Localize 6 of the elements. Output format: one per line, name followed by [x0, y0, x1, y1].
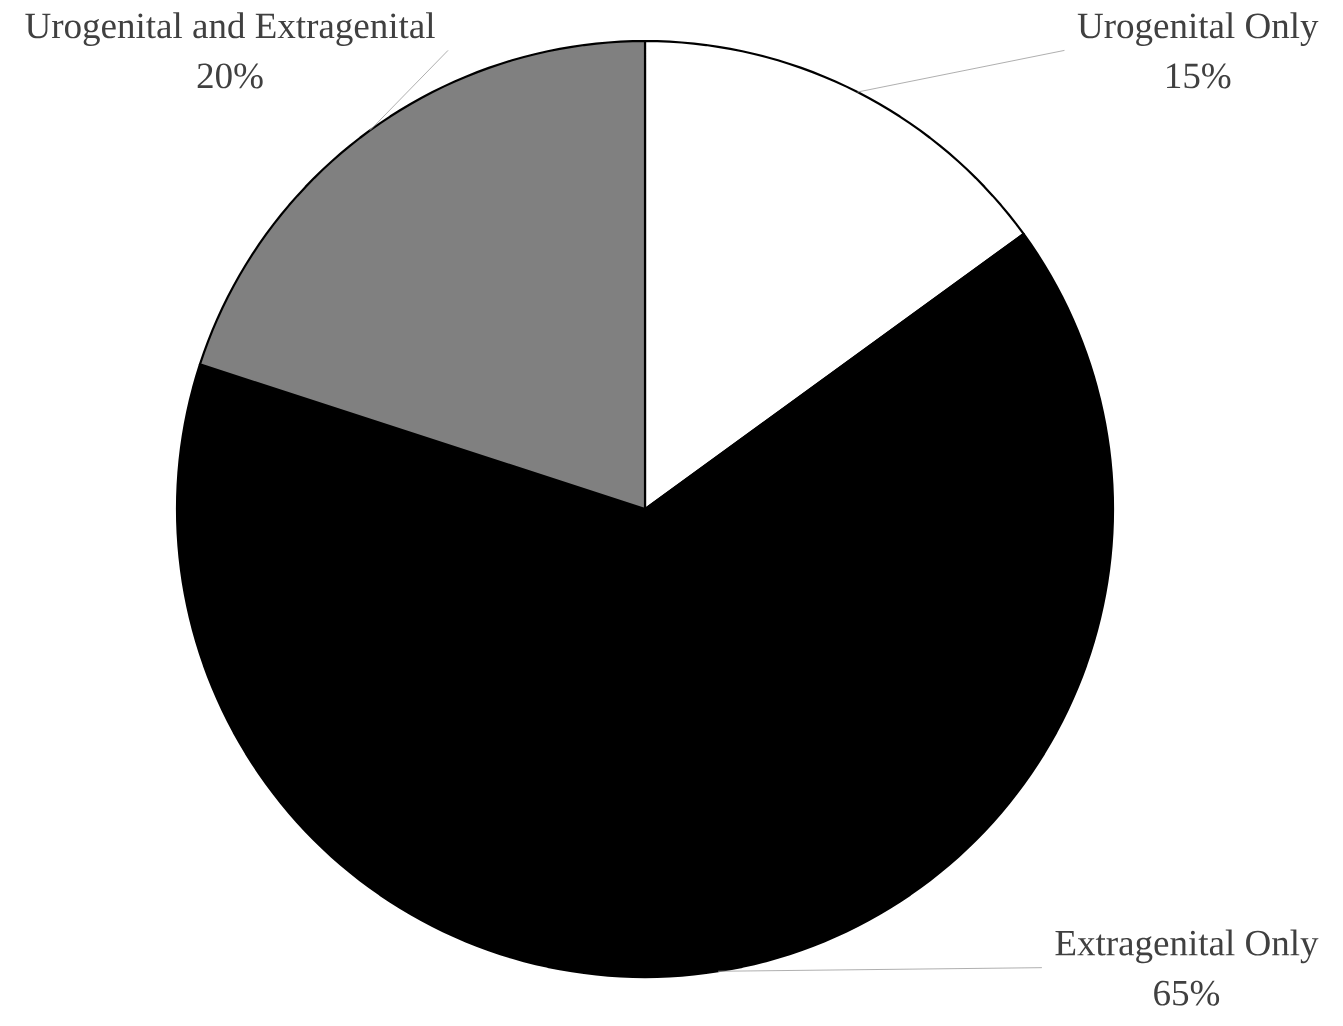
slice-label: Urogenital Only	[1077, 12, 1319, 46]
data-label: 15%	[1167, 63, 1231, 89]
slice-label: Urogenital and Extragenital	[25, 12, 435, 46]
data-label: 65%	[1154, 980, 1220, 1006]
data-label: 20%	[197, 63, 263, 89]
slice-label: Extragenital Only	[1055, 929, 1319, 964]
